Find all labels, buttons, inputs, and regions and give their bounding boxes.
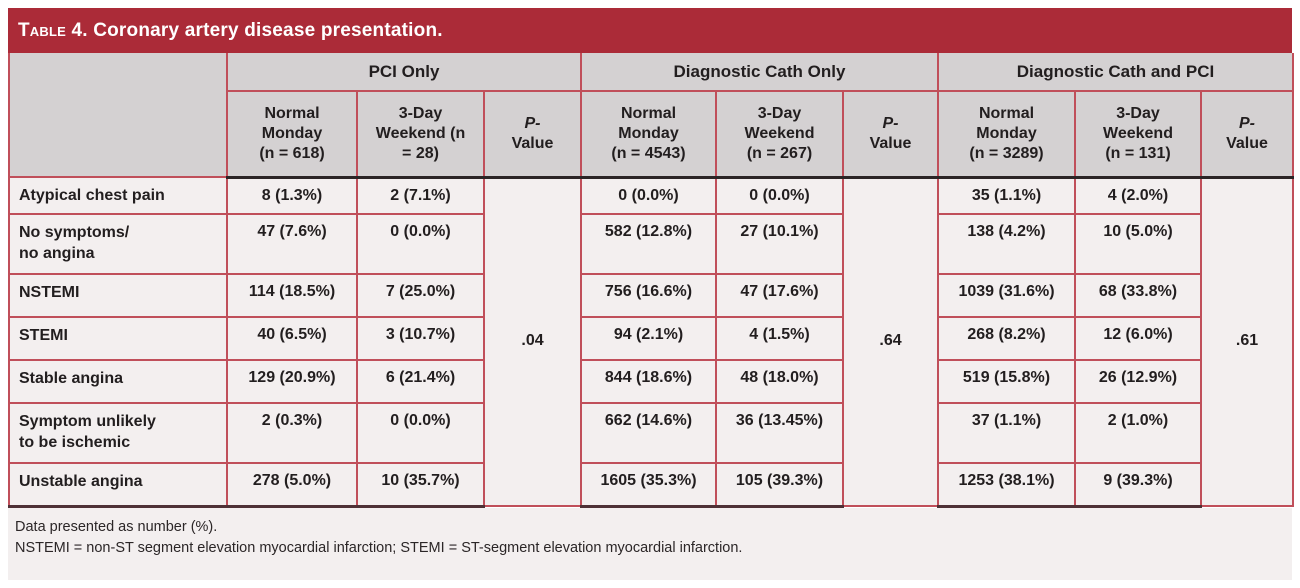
- table-cell: 1039 (31.6%): [937, 273, 1076, 318]
- table-row-atypical-chest-pain: Atypical chest pain 8 (1.3%) 2 (7.1%) .0…: [8, 176, 1294, 507]
- col-header-weekend-both: 3-Day Weekend (n = 131): [1074, 90, 1202, 179]
- column-header-row: Normal Monday (n = 618) 3-Day Weekend (n…: [9, 90, 1294, 179]
- value-label: Value: [511, 134, 554, 152]
- group-header-pci-only: PCI Only: [226, 53, 582, 92]
- row-label: No symptoms/ no angina: [8, 213, 228, 275]
- table-cell: 47 (7.6%): [226, 213, 358, 275]
- table-cell: 48 (18.0%): [715, 359, 844, 404]
- table-cell: 519 (15.8%): [937, 359, 1076, 404]
- group-header-diagnostic-cath-only: Diagnostic Cath Only: [580, 53, 939, 92]
- table-cell: 844 (18.6%): [580, 359, 717, 404]
- table-cell: 4 (1.5%): [715, 316, 844, 361]
- table-cell: 129 (20.9%): [226, 359, 358, 404]
- table-cell: 36 (13.45%): [715, 402, 844, 464]
- group-header-diagnostic-cath-and-pci: Diagnostic Cath and PCI: [937, 53, 1294, 92]
- table-cell: 2 (7.1%): [356, 176, 485, 215]
- p-label: P-: [524, 114, 541, 132]
- table-cell: 7 (25.0%): [356, 273, 485, 318]
- row-label: Symptom unlikely to be ischemic: [8, 402, 228, 464]
- p-value-cath: .64: [842, 176, 939, 507]
- p-value-both: .61: [1200, 176, 1294, 507]
- table-cell: 278 (5.0%): [226, 462, 358, 508]
- table-footnotes: Data presented as number (%). NSTEMI = n…: [8, 507, 1292, 580]
- table-cell: 0 (0.0%): [356, 213, 485, 275]
- table-cell: 6 (21.4%): [356, 359, 485, 404]
- col-header-weekend-cath: 3-Day Weekend (n = 267): [715, 90, 844, 179]
- table-row-stable-angina: Stable angina 129 (20.9%) 6 (21.4%) 844 …: [8, 359, 1293, 404]
- table-cell: 10 (5.0%): [1074, 213, 1202, 275]
- table-cell: 8 (1.3%): [226, 176, 358, 215]
- table-cell: 138 (4.2%): [937, 213, 1076, 275]
- table-cell: 756 (16.6%): [580, 273, 717, 318]
- table-cell: 3 (10.7%): [356, 316, 485, 361]
- row-label: STEMI: [8, 316, 228, 361]
- table-caption: Coronary artery disease presentation.: [93, 20, 443, 41]
- col-header-pvalue-cath: P- Value: [842, 90, 939, 179]
- table-cell: 1253 (38.1%): [937, 462, 1076, 508]
- table-cell: 268 (8.2%): [937, 316, 1076, 361]
- col-header-normal-monday-cath: Normal Monday (n = 4543): [580, 90, 717, 179]
- cad-presentation-table: PCI Only Diagnostic Cath Only Diagnostic…: [8, 53, 1294, 508]
- table-cell: 2 (1.0%): [1074, 402, 1202, 464]
- table-cell: 12 (6.0%): [1074, 316, 1202, 361]
- table-cell: 0 (0.0%): [356, 402, 485, 464]
- table-cell: 27 (10.1%): [715, 213, 844, 275]
- table-row-no-symptoms: No symptoms/ no angina 47 (7.6%) 0 (0.0%…: [8, 213, 1293, 275]
- row-label: Stable angina: [8, 359, 228, 404]
- p-label: P-: [882, 114, 899, 132]
- table-cell: 1605 (35.3%): [580, 462, 717, 508]
- table-cell: 47 (17.6%): [715, 273, 844, 318]
- table-cell: 68 (33.8%): [1074, 273, 1202, 318]
- table-row-nstemi: NSTEMI 114 (18.5%) 7 (25.0%) 756 (16.6%)…: [8, 273, 1293, 318]
- table-cell: 4 (2.0%): [1074, 176, 1202, 215]
- col-header-normal-monday-both: Normal Monday (n = 3289): [937, 90, 1076, 179]
- col-header-normal-monday-pci: Normal Monday (n = 618): [226, 90, 358, 179]
- col-header-pvalue-pci: P- Value: [483, 90, 582, 179]
- table-cell: 662 (14.6%): [580, 402, 717, 464]
- table-row-unstable-angina: Unstable angina 278 (5.0%) 10 (35.7%) 16…: [8, 462, 1293, 508]
- table-cell: 9 (39.3%): [1074, 462, 1202, 508]
- row-label: NSTEMI: [8, 273, 228, 318]
- table-row-symptom-unlikely-ischemic: Symptom unlikely to be ischemic 2 (0.3%)…: [8, 402, 1293, 464]
- col-header-weekend-pci: 3-Day Weekend (n = 28): [356, 90, 485, 179]
- group-header-row: PCI Only Diagnostic Cath Only Diagnostic…: [8, 53, 1294, 178]
- table-cell: 10 (35.7%): [356, 462, 485, 508]
- table-cell: 37 (1.1%): [937, 402, 1076, 464]
- col-header-pvalue-both: P- Value: [1200, 90, 1294, 179]
- table-figure: Table 4. Coronary artery disease present…: [8, 8, 1294, 580]
- row-label: Atypical chest pain: [8, 176, 228, 215]
- table-cell: 94 (2.1%): [580, 316, 717, 361]
- table-cell: 114 (18.5%): [226, 273, 358, 318]
- table-cell: 40 (6.5%): [226, 316, 358, 361]
- footnote-abbreviations: NSTEMI = non-ST segment elevation myocar…: [15, 539, 743, 556]
- table-cell: 582 (12.8%): [580, 213, 717, 275]
- value-label: Value: [869, 134, 912, 152]
- p-label: P-: [1239, 114, 1255, 132]
- table-cell: 0 (0.0%): [580, 176, 717, 215]
- table-cell: 0 (0.0%): [715, 176, 844, 215]
- table-number: Table 4.: [18, 20, 88, 41]
- table-row-stemi: STEMI 40 (6.5%) 3 (10.7%) 94 (2.1%) 4 (1…: [8, 316, 1293, 361]
- corner-cell: [8, 53, 228, 178]
- table-cell: 26 (12.9%): [1074, 359, 1202, 404]
- table-cell: 35 (1.1%): [937, 176, 1076, 215]
- row-label: Unstable angina: [8, 462, 228, 508]
- table-title-bar: Table 4. Coronary artery disease present…: [8, 8, 1292, 53]
- p-value-pci: .04: [483, 176, 582, 507]
- table-cell: 105 (39.3%): [715, 462, 844, 508]
- value-label: Value: [1226, 134, 1268, 152]
- table-cell: 2 (0.3%): [226, 402, 358, 464]
- footnote-data-presented: Data presented as number (%).: [15, 518, 218, 535]
